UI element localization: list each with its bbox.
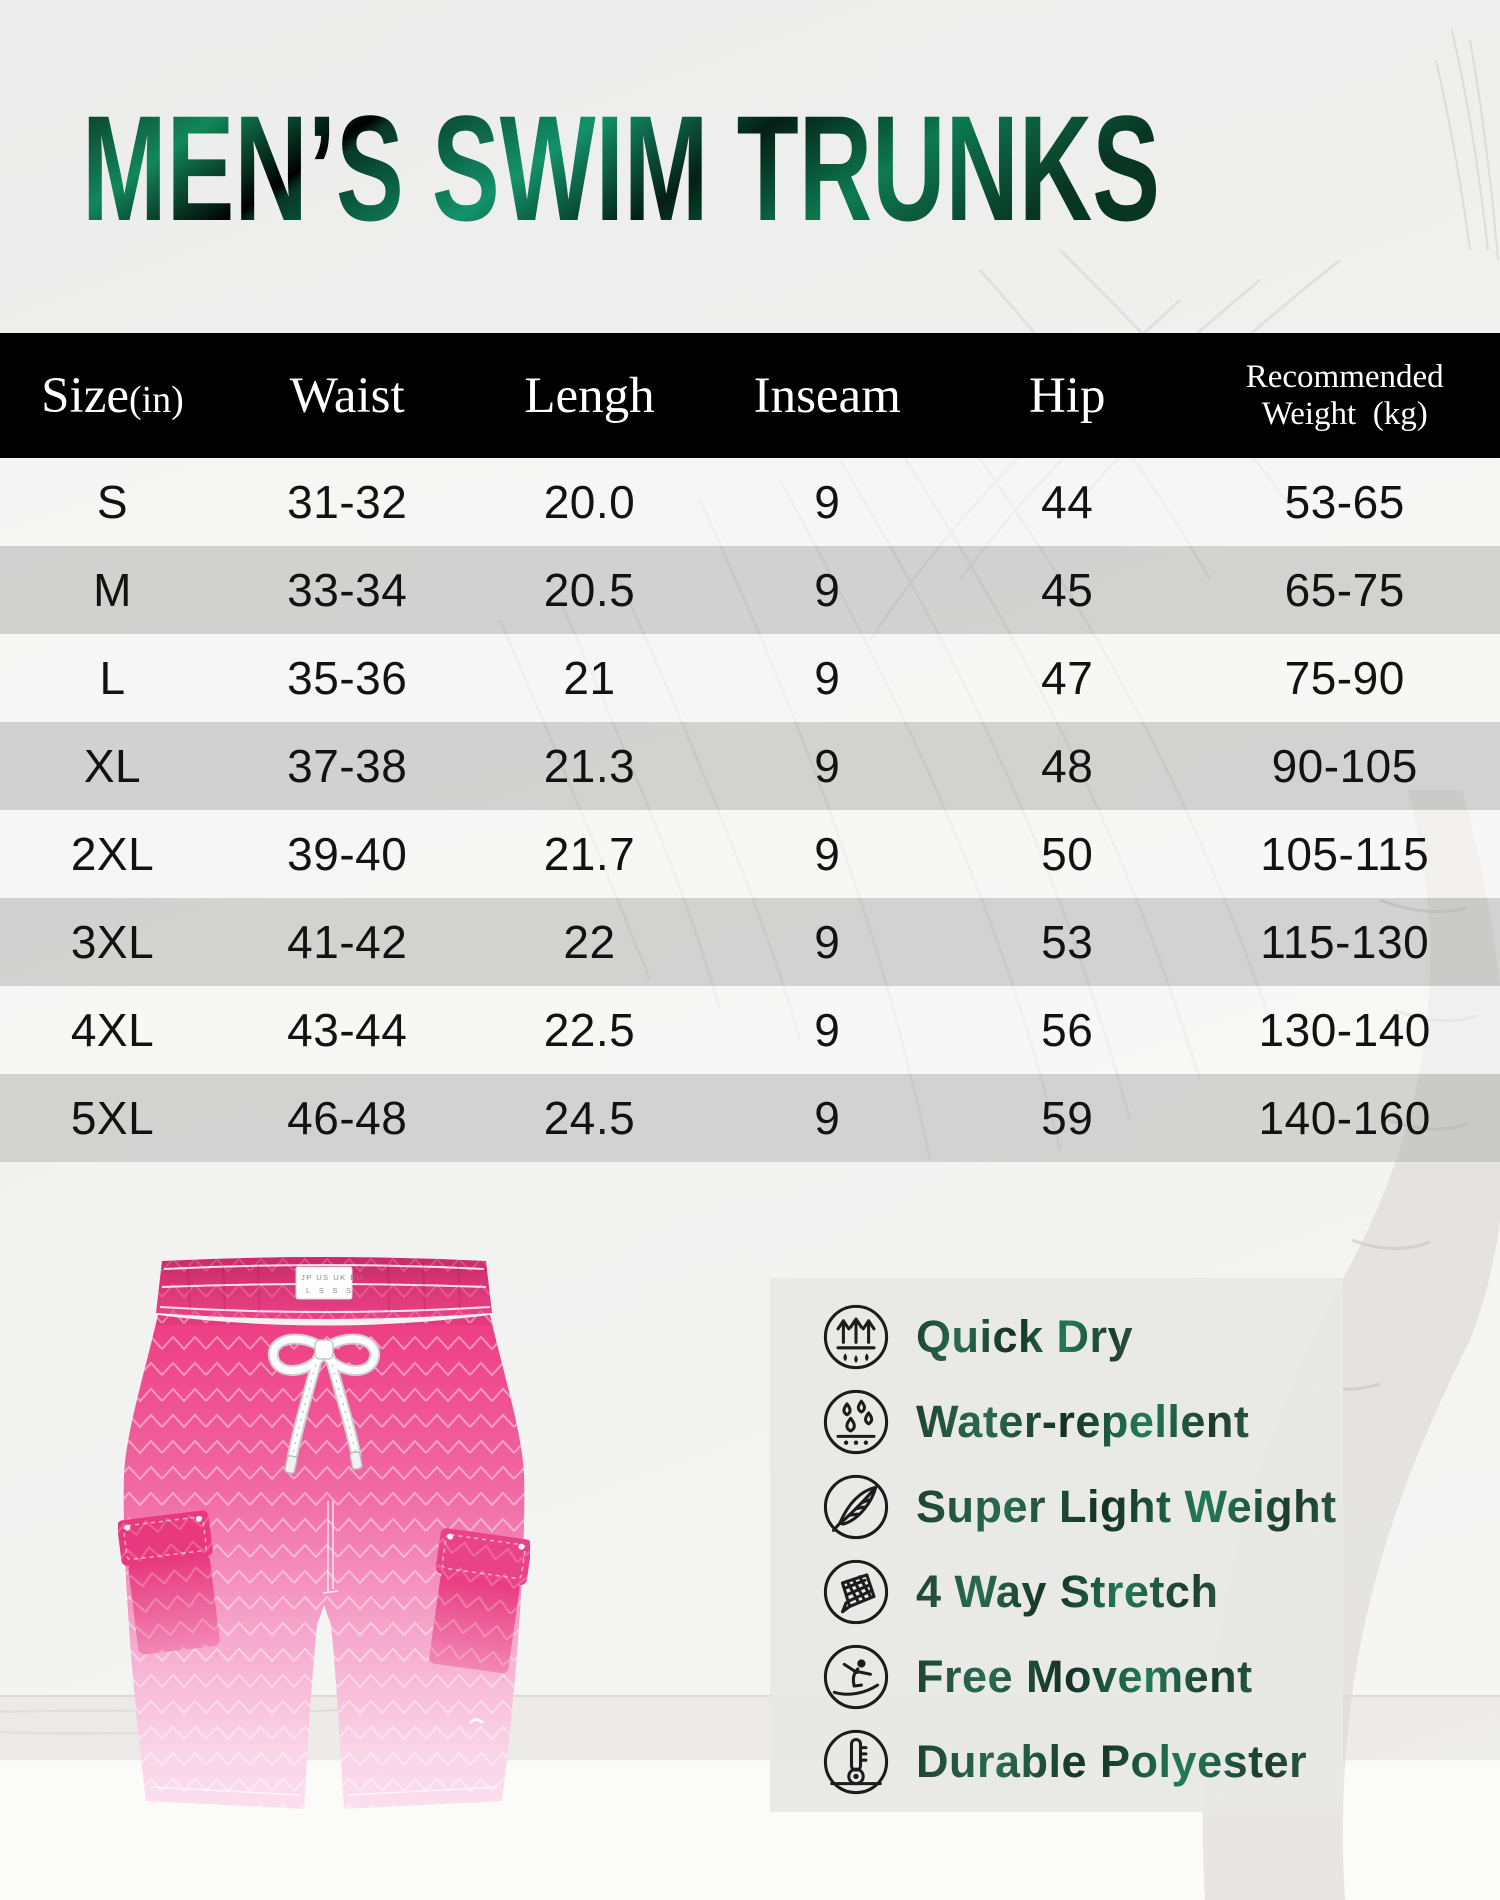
length-cell: 24.5 (543, 1092, 636, 1144)
table-row: 3XL 41-42 22 9 53 115-130 (0, 898, 1500, 986)
free-movement-icon (823, 1644, 889, 1709)
feature-label: Super Light Weight (916, 1480, 1337, 1532)
length-cell: 20.5 (543, 564, 636, 616)
length-cell: 20.0 (543, 476, 636, 528)
feature-quick-dry: Quick Dry (820, 1294, 1343, 1379)
length-cell: 22 (563, 916, 616, 968)
size-cell: M (93, 564, 132, 616)
table-row: 4XL 43-44 22.5 9 56 130-140 (0, 986, 1500, 1074)
waist-cell: 37-38 (287, 740, 408, 792)
feature-label: 4 Way Stretch (916, 1565, 1219, 1617)
weight-cell: 90-105 (1271, 740, 1418, 792)
inseam-cell: 9 (814, 740, 841, 792)
right-cargo-pocket (429, 1528, 530, 1674)
length-cell: 22.5 (543, 1004, 636, 1056)
length-cell: 21.3 (543, 740, 636, 792)
header-hip: Hip (1028, 367, 1106, 424)
hip-cell: 47 (1041, 652, 1094, 704)
hip-cell: 45 (1041, 564, 1094, 616)
hip-cell: 48 (1041, 740, 1094, 792)
hip-cell: 59 (1041, 1092, 1094, 1144)
super-light-weight-icon (823, 1474, 889, 1539)
waist-cell: 43-44 (287, 1004, 408, 1056)
hip-cell: 50 (1041, 828, 1094, 880)
feature-water-repellent: Water-repellent (820, 1379, 1343, 1464)
waist-cell: 35-36 (287, 652, 408, 704)
size-cell: 2XL (70, 828, 155, 880)
feature-super-light-weight: Super Light Weight (820, 1464, 1343, 1549)
inseam-cell: 9 (814, 1092, 841, 1144)
feature-label: Free Movement (916, 1650, 1253, 1702)
size-cell: XL (83, 740, 142, 792)
size-cell: 4XL (70, 1004, 155, 1056)
page-title: MEN’S SWIM TRUNKS (82, 100, 1160, 250)
durable-polyester-icon (823, 1729, 889, 1794)
header-length: Lengh (524, 367, 655, 424)
weight-cell: 53-65 (1284, 476, 1405, 528)
feature-label: Durable Polyester (916, 1735, 1308, 1787)
left-cargo-pocket (118, 1510, 220, 1655)
weight-cell: 130-140 (1258, 1004, 1431, 1056)
feature-4-way-stretch: 4 Way Stretch (820, 1549, 1343, 1634)
size-table-header: Size(in) Waist Lengh Inseam Hip Recommen… (0, 333, 1500, 458)
waistband-size-tag (295, 1266, 353, 1300)
inseam-cell: 9 (814, 476, 841, 528)
quick-dry-icon (823, 1304, 889, 1369)
inseam-cell: 9 (814, 1004, 841, 1056)
feature-durable-polyester: Durable Polyester (820, 1719, 1343, 1804)
length-cell: 21 (563, 652, 616, 704)
size-table: Size(in) Waist Lengh Inseam Hip Recommen… (0, 333, 1500, 1162)
features-panel: Quick Dry Water-repellent (770, 1278, 1343, 1812)
inseam-cell: 9 (814, 564, 841, 616)
table-row: L 35-36 21 9 47 75-90 (0, 634, 1500, 722)
fly-stitching (322, 1501, 339, 1594)
weight-cell: 105-115 (1260, 828, 1430, 880)
inseam-cell: 9 (814, 916, 841, 968)
page-title-graphic: MEN’S SWIM TRUNKS (82, 100, 1160, 250)
feature-label: Quick Dry (916, 1310, 1134, 1362)
size-tag-line1: JP US UK EU (301, 1273, 364, 1282)
feature-label: Water-repellent (916, 1395, 1250, 1447)
size-cell: 3XL (70, 916, 155, 968)
page-title-block: MEN’S SWIM TRUNKS (82, 100, 1167, 250)
feature-free-movement: Free Movement (820, 1634, 1343, 1719)
weight-cell: 140-160 (1258, 1092, 1431, 1144)
hip-cell: 53 (1041, 916, 1094, 968)
header-inseam: Inseam (753, 367, 901, 424)
weight-cell: 75-90 (1284, 652, 1405, 704)
weight-cell: 65-75 (1284, 564, 1405, 616)
size-table-body: S 31-32 20.0 9 44 53-65 M 33-34 20.5 9 4… (0, 458, 1500, 1162)
waist-cell: 46-48 (287, 1092, 408, 1144)
brand-mark (469, 1718, 484, 1724)
header-recommended-weight: Recommended Weight (kg) (1245, 358, 1444, 432)
weight-cell: 115-130 (1260, 916, 1430, 968)
table-row: 5XL 46-48 24.5 9 59 140-160 (0, 1074, 1500, 1162)
product-photo-swim-trunks: JP US UK EU L S S S (118, 1253, 530, 1818)
size-cell: L (99, 652, 126, 704)
size-cell: S (96, 476, 129, 528)
size-tag-line2: L S S S (306, 1286, 353, 1295)
length-cell: 21.7 (543, 828, 636, 880)
waist-cell: 33-34 (287, 564, 408, 616)
table-row: XL 37-38 21.3 9 48 90-105 (0, 722, 1500, 810)
header-size: Size(in) (41, 367, 184, 424)
hip-cell: 56 (1041, 1004, 1094, 1056)
drawstring-bow (267, 1333, 381, 1474)
table-row: S 31-32 20.0 9 44 53-65 (0, 458, 1500, 546)
header-waist: Waist (289, 367, 405, 424)
inseam-cell: 9 (814, 652, 841, 704)
hip-cell: 44 (1041, 476, 1094, 528)
table-row: M 33-34 20.5 9 45 65-75 (0, 546, 1500, 634)
size-cell: 5XL (70, 1092, 155, 1144)
waist-cell: 39-40 (287, 828, 408, 880)
swim-trunks-illustration: JP US UK EU L S S S (118, 1257, 530, 1809)
waist-cell: 41-42 (287, 916, 408, 968)
table-row: 2XL 39-40 21.7 9 50 105-115 (0, 810, 1500, 898)
inseam-cell: 9 (814, 828, 841, 880)
waist-cell: 31-32 (287, 476, 408, 528)
4-way-stretch-icon (823, 1559, 889, 1624)
water-repellent-icon (823, 1389, 889, 1454)
